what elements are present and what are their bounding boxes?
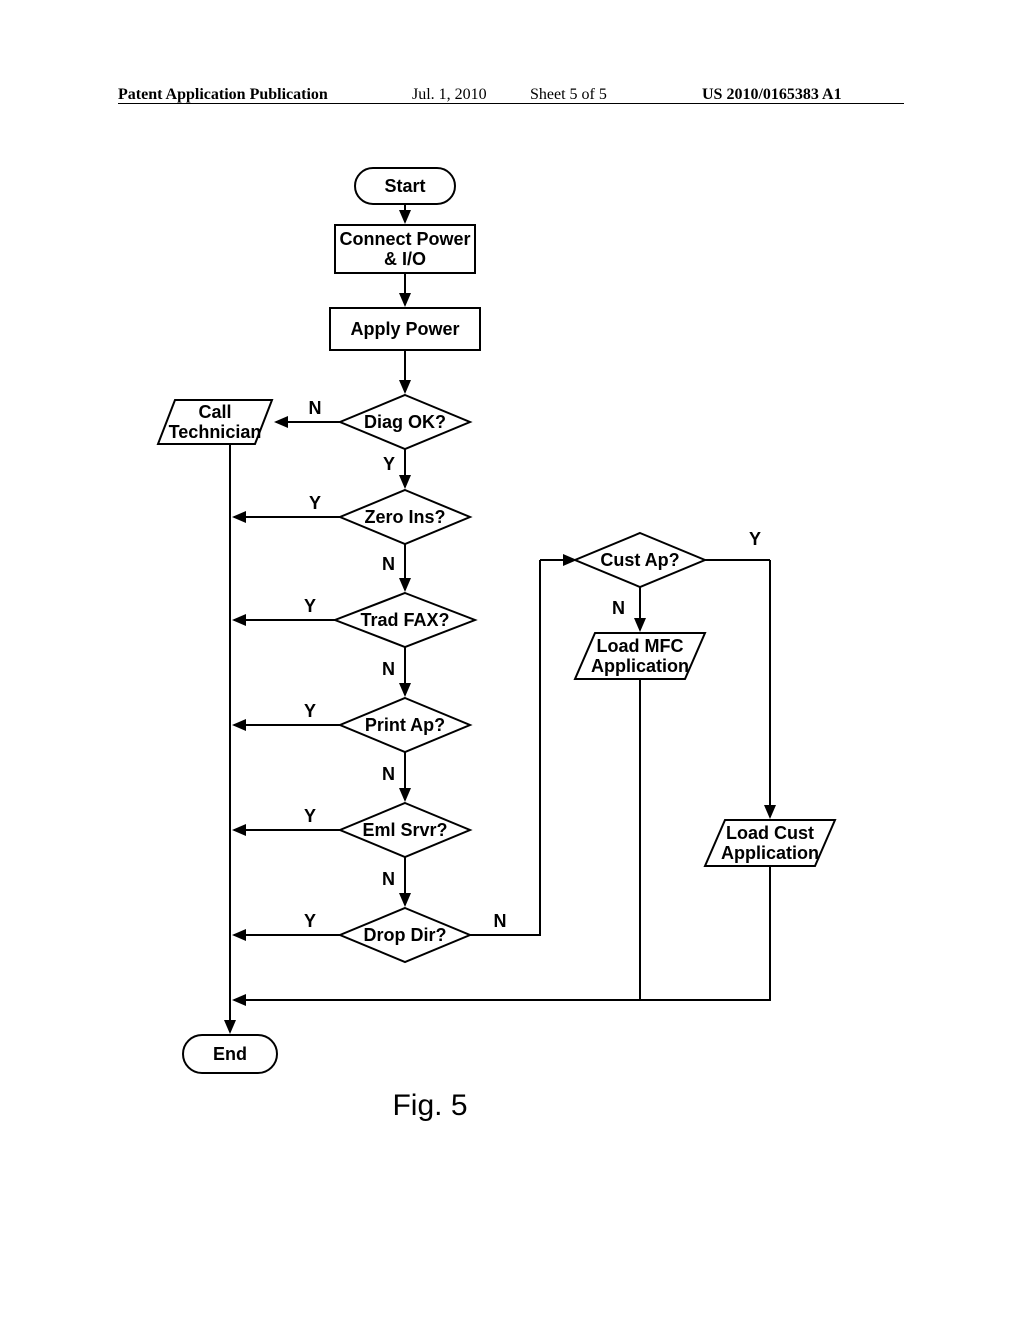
connect-l1: Connect Power (339, 229, 470, 249)
edge-loadcust-bus (640, 866, 770, 1000)
diag-label: Diag OK? (364, 412, 446, 432)
cust-N: N (612, 598, 625, 618)
fax-label: Trad FAX? (360, 610, 449, 630)
cust-label: Cust Ap? (600, 550, 679, 570)
end-label: End (213, 1044, 247, 1064)
figure-label: Fig. 5 (392, 1089, 467, 1122)
loadcust-l2: Application (721, 843, 819, 863)
drop-label: Drop Dir? (364, 925, 447, 945)
print-label: Print Ap? (365, 715, 445, 735)
eml-N: N (382, 869, 395, 889)
eml-Y: Y (304, 806, 316, 826)
print-Y: Y (304, 701, 316, 721)
call-l1: Call (198, 402, 231, 422)
print-N: N (382, 764, 395, 784)
apply-label: Apply Power (350, 319, 459, 339)
drop-Y: Y (304, 911, 316, 931)
loadmfc-l2: Application (591, 656, 689, 676)
eml-label: Eml Srvr? (362, 820, 447, 840)
zero-label: Zero Ins? (364, 507, 445, 527)
call-l2: Technician (169, 422, 262, 442)
cust-Y: Y (749, 529, 761, 549)
zero-N: N (382, 554, 395, 574)
edge-drop-right (470, 560, 540, 935)
connect-l2: & I/O (384, 249, 426, 269)
fax-Y: Y (304, 596, 316, 616)
flowchart: Start Connect Power & I/O Apply Power Di… (0, 0, 1024, 1320)
loadmfc-l1: Load MFC (597, 636, 684, 656)
zero-Y: Y (309, 493, 321, 513)
drop-N: N (494, 911, 507, 931)
fax-N: N (382, 659, 395, 679)
loadcust-l1: Load Cust (726, 823, 814, 843)
diag-Y: Y (383, 454, 395, 474)
diag-N: N (309, 398, 322, 418)
start-label: Start (384, 176, 425, 196)
